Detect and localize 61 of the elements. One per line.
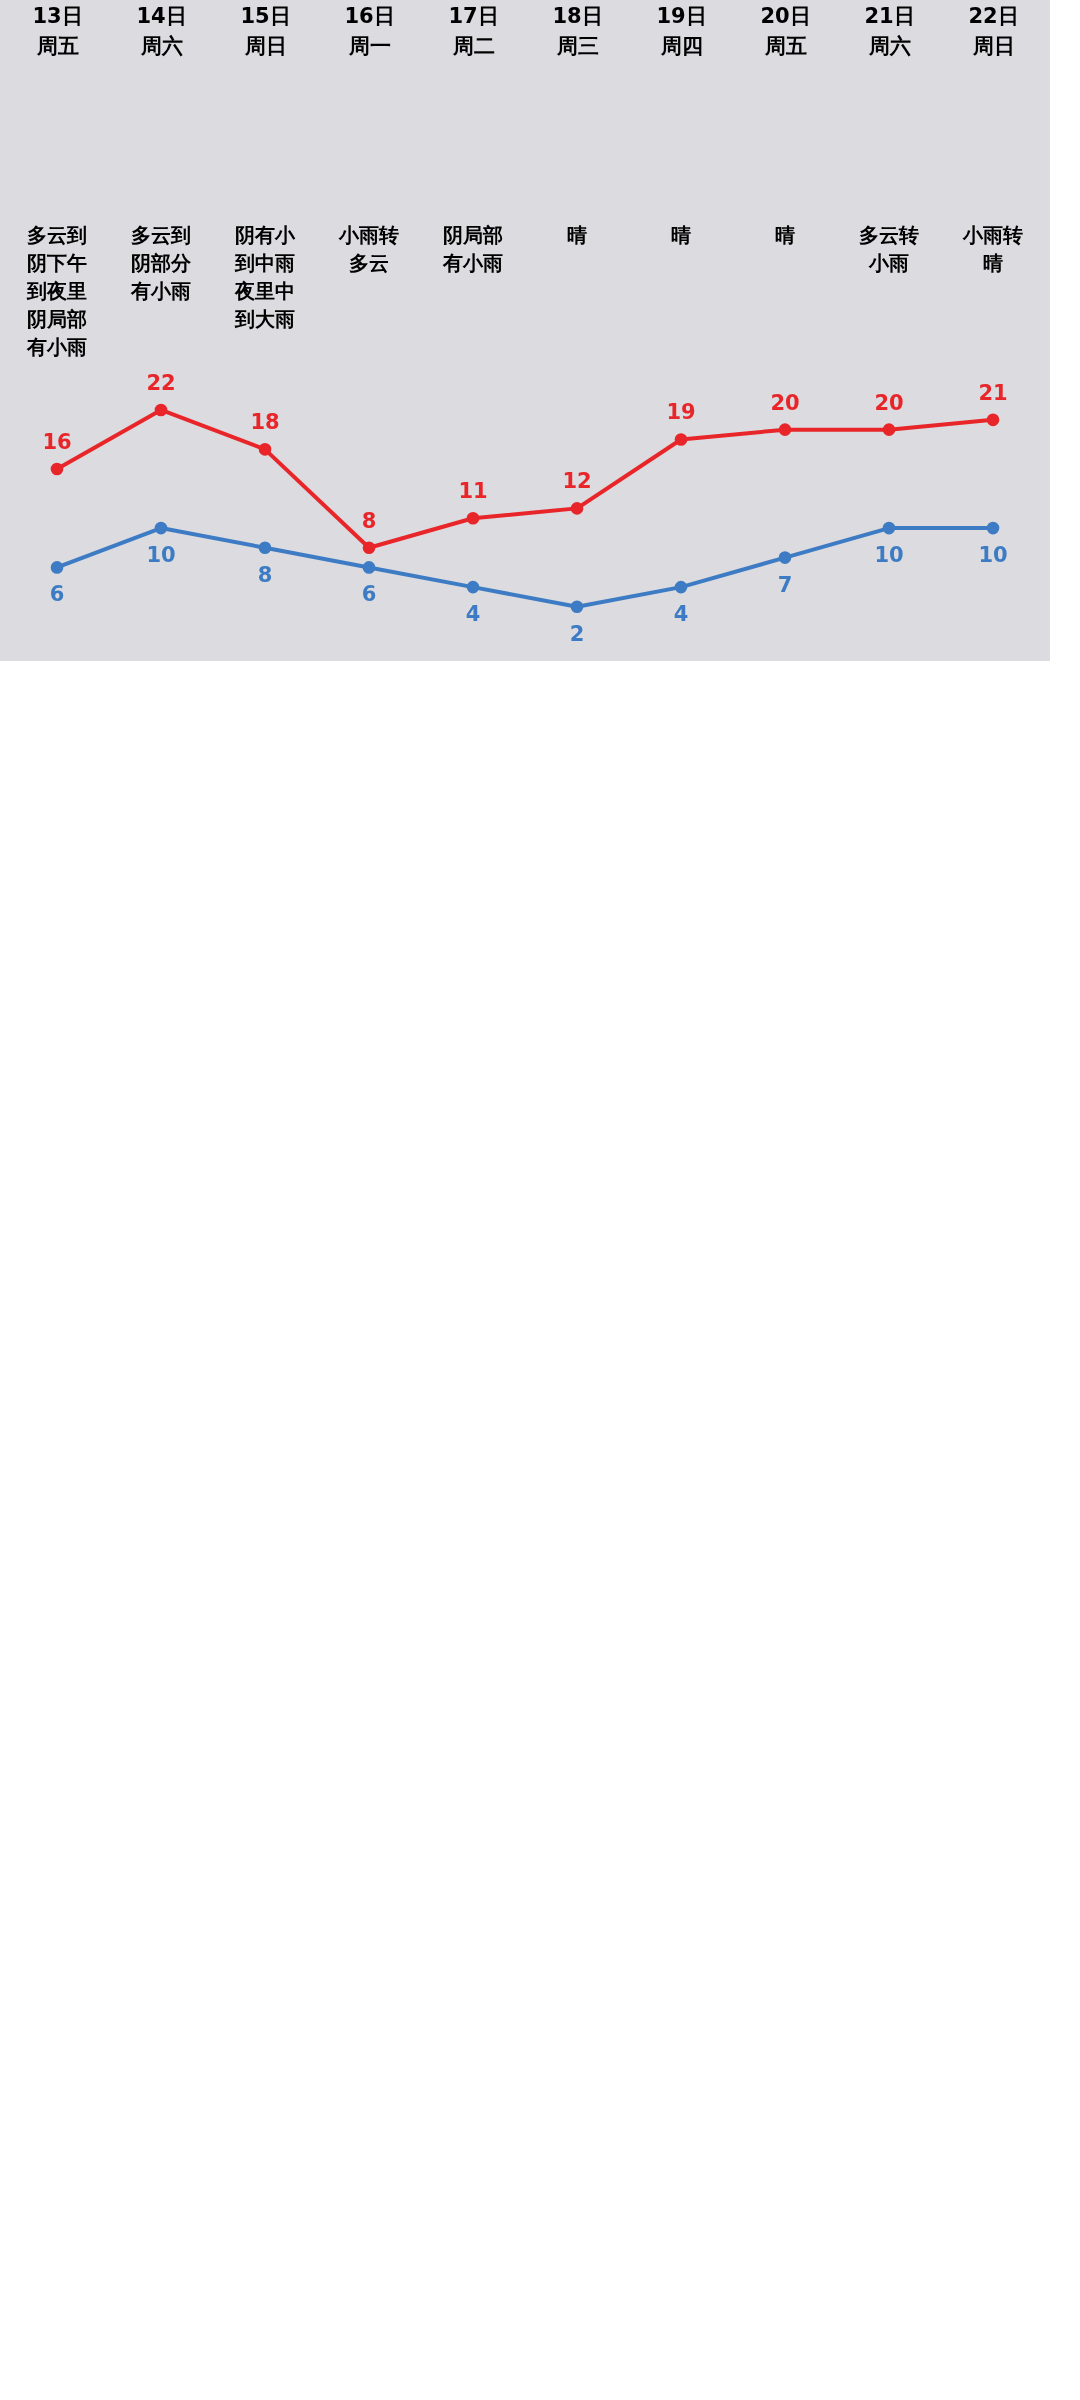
point <box>570 502 584 515</box>
x-tick-label: 15日周日 <box>240 3 291 58</box>
text: 阴局部有小雨 <box>442 223 503 275</box>
data-label: 4 <box>465 602 481 627</box>
point <box>778 423 792 436</box>
point <box>154 403 168 417</box>
point <box>362 541 376 555</box>
text: 多云到阴下午到夜里阴局部有小雨 <box>26 223 87 359</box>
data-label: 10 <box>146 543 176 568</box>
data-label: 8 <box>257 562 273 587</box>
point <box>258 541 272 555</box>
point <box>362 561 376 574</box>
point <box>674 433 688 446</box>
text: 多云转小雨 <box>859 223 919 275</box>
point <box>778 551 792 564</box>
point <box>466 580 480 594</box>
data-label: 18 <box>250 410 280 435</box>
text: 小雨转多云 <box>338 223 399 275</box>
text: 晴 <box>775 223 795 247</box>
x-tick-label: 18日周三 <box>552 3 603 58</box>
x-tick-label: 13日周五 <box>32 3 83 58</box>
data-label: 16 <box>42 430 72 455</box>
point <box>50 561 64 574</box>
text: 小雨转 <box>963 223 1023 247</box>
x-tick-label: 19日周四 <box>656 3 707 58</box>
x-tick-label: 20日周五 <box>760 3 811 58</box>
data-label: 20 <box>874 390 904 415</box>
text: 晴 <box>567 223 587 247</box>
point <box>882 423 896 436</box>
point <box>570 600 584 614</box>
data-label: 2 <box>569 621 585 646</box>
x-tick-label: 14日周六 <box>136 3 187 58</box>
point <box>882 521 896 535</box>
data-label: 7 <box>777 572 793 597</box>
data-label: 6 <box>361 582 377 607</box>
point <box>466 511 480 525</box>
data-label: 20 <box>770 390 800 415</box>
data-label: 22 <box>146 370 176 395</box>
data-label: 11 <box>458 479 488 504</box>
data-label: 21 <box>978 380 1008 405</box>
point <box>986 521 1000 535</box>
text: 晴 <box>983 251 1003 275</box>
x-tick-label: 21日周六 <box>864 3 915 58</box>
text: 多云到阴部分有小雨 <box>130 223 192 303</box>
data-label: 4 <box>673 602 689 627</box>
data-label: 10 <box>874 543 904 568</box>
data-label: 8 <box>361 508 377 533</box>
data-label: 12 <box>562 469 592 494</box>
point <box>154 521 168 535</box>
point <box>50 462 64 476</box>
point <box>258 443 272 456</box>
x-tick-label: 22日周日 <box>968 3 1019 58</box>
x-tick-label: 16日周一 <box>344 3 395 58</box>
text: 阴有小到中雨夜里中到大雨 <box>234 223 296 331</box>
text: 晴 <box>671 223 691 247</box>
x-tick-label: 17日周二 <box>448 3 499 58</box>
data-label: 6 <box>49 582 65 607</box>
point <box>674 580 688 594</box>
point <box>986 413 1000 427</box>
data-label: 10 <box>978 543 1008 568</box>
data-label: 19 <box>666 400 696 425</box>
